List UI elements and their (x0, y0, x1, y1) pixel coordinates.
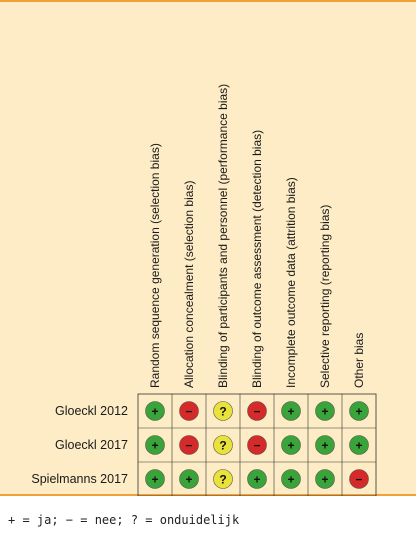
rating-low (281, 401, 301, 421)
rating-symbol: + (151, 473, 158, 487)
rating-low (349, 435, 369, 455)
domain-label: Allocation concealment (selection bias) (182, 181, 196, 388)
rating-low (179, 469, 199, 489)
domain-label: Blinding of participants and personnel (… (216, 84, 230, 388)
rating-symbol: + (287, 439, 294, 453)
domain-label: Random sequence generation (selection bi… (148, 143, 162, 388)
study-label: Gloeckl 2017 (55, 438, 128, 452)
rating-low (145, 401, 165, 421)
rating-low (247, 469, 267, 489)
rating-high (179, 435, 199, 455)
rating-symbol: + (151, 439, 158, 453)
rating-symbol: + (321, 439, 328, 453)
rating-symbol: − (185, 405, 192, 419)
rating-symbol: + (355, 405, 362, 419)
domain-label: Blinding of outcome assessment (detectio… (250, 130, 264, 388)
rating-symbol: + (355, 439, 362, 453)
study-label: Spielmanns 2017 (31, 472, 128, 486)
rating-high (247, 435, 267, 455)
rating-high (349, 469, 369, 489)
legend: + = ja; − = nee; ? = onduidelijk (8, 513, 240, 527)
rating-symbol: − (185, 439, 192, 453)
rating-symbol: − (355, 473, 362, 487)
study-label: Gloeckl 2012 (55, 404, 128, 418)
rating-symbol: + (321, 473, 328, 487)
rating-symbol: + (253, 473, 260, 487)
rating-low (281, 435, 301, 455)
rating-low (281, 469, 301, 489)
domain-label: Incomplete outcome data (attrition bias) (284, 177, 298, 388)
rating-high (247, 401, 267, 421)
rating-symbol: ? (219, 473, 226, 487)
rating-high (179, 401, 199, 421)
rating-low (145, 435, 165, 455)
rating-low (145, 469, 165, 489)
rating-low (315, 401, 335, 421)
rating-symbol: + (151, 405, 158, 419)
figure-panel: Random sequence generation (selection bi… (0, 0, 416, 497)
rating-low (315, 435, 335, 455)
risk-of-bias-chart: Random sequence generation (selection bi… (31, 84, 377, 497)
domain-label: Other bias (352, 333, 366, 388)
rating-low (315, 469, 335, 489)
domain-label: Selective reporting (reporting bias) (318, 205, 332, 388)
rating-symbol: + (287, 405, 294, 419)
rating-low (349, 401, 369, 421)
rating-unclear (213, 435, 233, 455)
rating-symbol: ? (219, 405, 226, 419)
rating-unclear (213, 469, 233, 489)
rating-symbol: + (287, 473, 294, 487)
rating-symbol: − (253, 439, 260, 453)
rating-symbol: + (321, 405, 328, 419)
rating-unclear (213, 401, 233, 421)
rating-symbol: + (185, 473, 192, 487)
rating-symbol: − (253, 405, 260, 419)
rating-symbol: ? (219, 439, 226, 453)
